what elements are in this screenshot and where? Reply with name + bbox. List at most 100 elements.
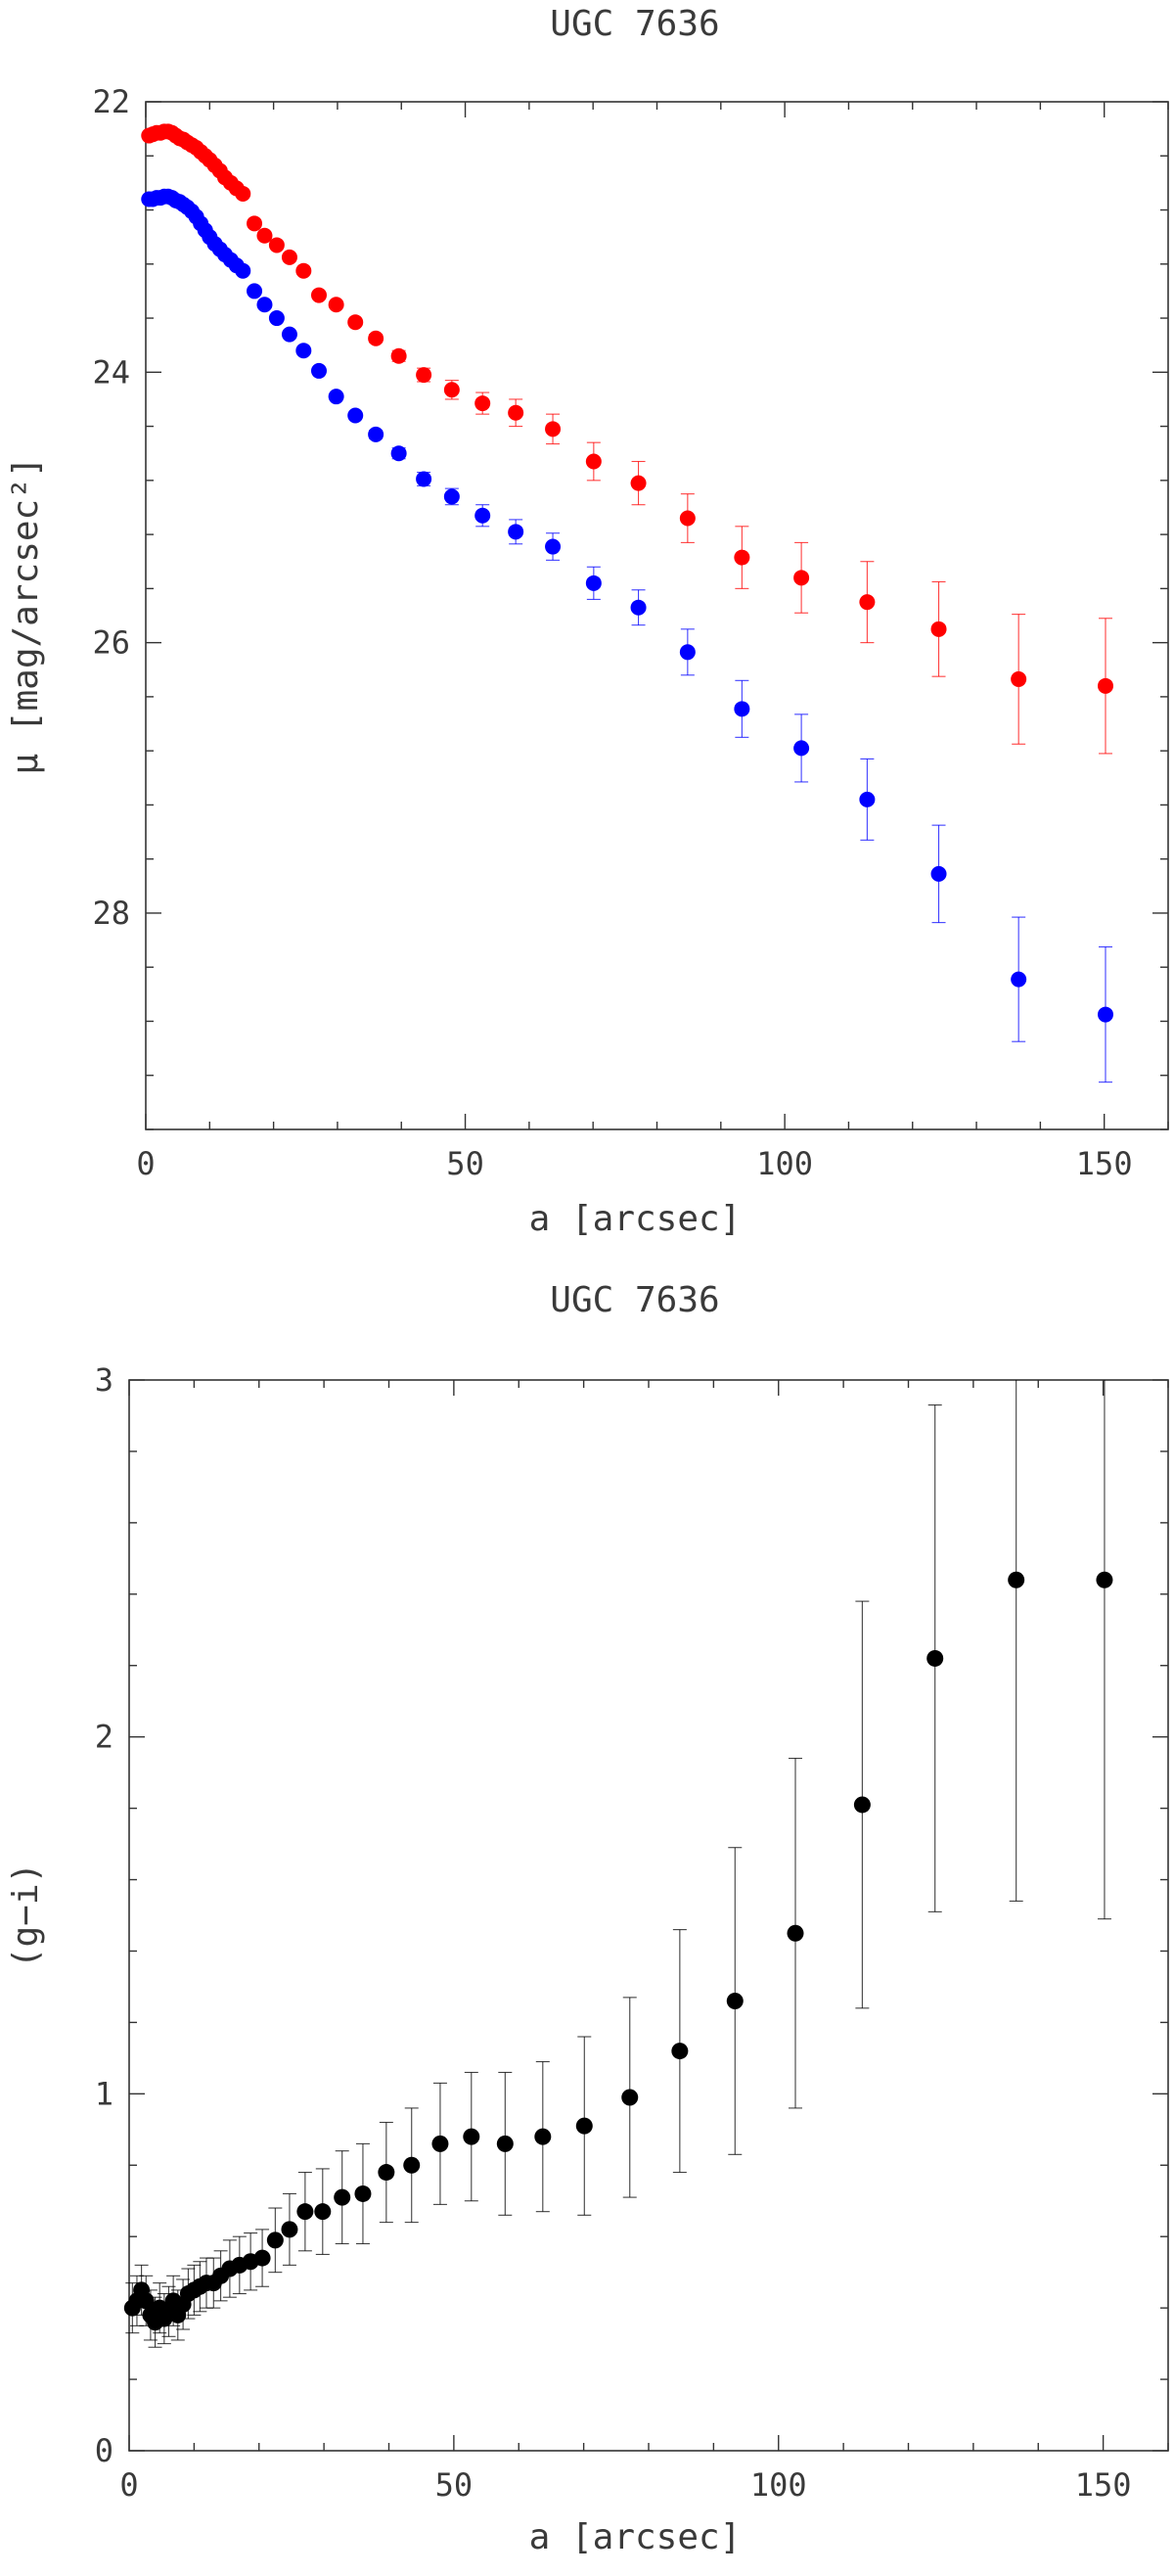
data-point <box>268 310 285 327</box>
data-point <box>268 237 285 253</box>
data-point <box>793 740 810 757</box>
data-point <box>926 1649 944 1667</box>
y-axis-label: μ [mag/arcsec²] <box>6 456 46 774</box>
data-point <box>474 395 491 412</box>
data-point <box>368 330 384 346</box>
data-point <box>734 549 750 566</box>
data-point <box>734 701 750 717</box>
data-point <box>247 283 263 299</box>
data-point <box>310 362 327 379</box>
x-tick-label: 100 <box>756 1145 813 1182</box>
y-tick-label: 24 <box>92 353 130 391</box>
data-point <box>354 2185 372 2202</box>
y-tick-label: 22 <box>92 83 130 120</box>
data-point <box>416 367 432 384</box>
data-point <box>281 2221 298 2238</box>
data-point <box>266 2231 284 2249</box>
data-point <box>859 594 876 611</box>
tick-labels: 0 50 100 150 0 1 2 3 <box>95 1361 1132 2504</box>
x-tick-label: 0 <box>119 2466 138 2504</box>
data-point <box>253 2249 271 2267</box>
data-point <box>575 2117 593 2135</box>
x-axis-label: a [arcsec] <box>529 2517 742 2557</box>
x-tick-label: 150 <box>1076 1145 1133 1182</box>
data-point <box>310 287 327 303</box>
data-point <box>314 2203 332 2221</box>
data-point <box>1008 1571 1025 1588</box>
data-point <box>295 262 312 279</box>
y-tick-label: 26 <box>92 624 130 662</box>
data-point <box>508 404 524 421</box>
data-point <box>334 2188 351 2206</box>
data-point <box>585 575 602 591</box>
data-point <box>1011 971 1027 988</box>
surface-brightness-panel: UGC 7636 0 50 100 150 22 24 26 28 a [arcsec] μ … <box>6 4 1169 1239</box>
data-point <box>793 570 810 586</box>
y-tick-label: 2 <box>95 1719 113 1756</box>
data-point <box>545 421 562 437</box>
data-point <box>853 1796 871 1814</box>
data-point <box>787 1924 804 1942</box>
data-point <box>235 262 251 279</box>
y-tick-label: 28 <box>92 895 130 932</box>
data-point <box>585 453 602 470</box>
data-point <box>328 389 344 405</box>
data-point <box>726 1993 744 2010</box>
data-point <box>1011 670 1027 687</box>
y-tick-label: 0 <box>95 2432 113 2469</box>
data-point <box>368 426 384 442</box>
data-point <box>431 2135 449 2152</box>
x-tick-label: 50 <box>435 2466 474 2504</box>
data-point <box>296 2203 314 2221</box>
data-point <box>235 185 251 202</box>
data-point <box>247 215 263 232</box>
data-point <box>859 791 876 807</box>
x-tick-label: 50 <box>446 1145 484 1182</box>
tick-labels: 0 50 100 150 22 24 26 28 <box>92 83 1132 1182</box>
data-point <box>295 343 312 359</box>
data-point <box>474 507 491 524</box>
data-point <box>930 865 947 882</box>
data-point <box>347 407 364 424</box>
x-axis-label: a [arcsec] <box>529 1199 742 1239</box>
tick-marks <box>128 1379 1169 2452</box>
plot-frame <box>128 1379 1169 2452</box>
x-tick-label: 150 <box>1075 2466 1132 2504</box>
data-point <box>390 347 407 364</box>
data-points <box>123 1380 1113 2348</box>
tick-marks <box>145 101 1169 1130</box>
data-point <box>416 471 432 487</box>
data-point <box>534 2128 552 2145</box>
data-points <box>141 123 1113 1083</box>
data-point <box>328 297 344 313</box>
data-point <box>930 621 947 637</box>
data-point <box>443 382 460 398</box>
data-point <box>496 2135 514 2152</box>
data-point <box>443 488 460 505</box>
data-point <box>256 297 273 313</box>
y-axis-label: (g−i) <box>6 1863 46 1968</box>
x-tick-label: 100 <box>750 2466 807 2504</box>
data-point <box>630 475 647 491</box>
data-point <box>1096 1571 1113 1588</box>
x-tick-label: 0 <box>136 1145 155 1182</box>
data-point <box>545 538 562 555</box>
data-point <box>630 599 647 616</box>
chart-title: UGC 7636 <box>550 1280 719 1320</box>
data-point <box>281 249 297 265</box>
data-point <box>347 314 364 331</box>
data-point <box>1097 1006 1113 1023</box>
data-point <box>390 445 407 462</box>
data-point <box>463 2128 480 2145</box>
data-point <box>403 2156 421 2174</box>
y-tick-label: 1 <box>95 2075 113 2112</box>
data-point <box>671 2043 689 2060</box>
data-point <box>621 2089 639 2106</box>
data-point <box>378 2164 395 2182</box>
chart-title: UGC 7636 <box>550 4 719 44</box>
data-point <box>1097 677 1113 694</box>
y-tick-label: 3 <box>95 1361 113 1399</box>
data-point <box>281 326 297 343</box>
data-point <box>679 510 696 527</box>
